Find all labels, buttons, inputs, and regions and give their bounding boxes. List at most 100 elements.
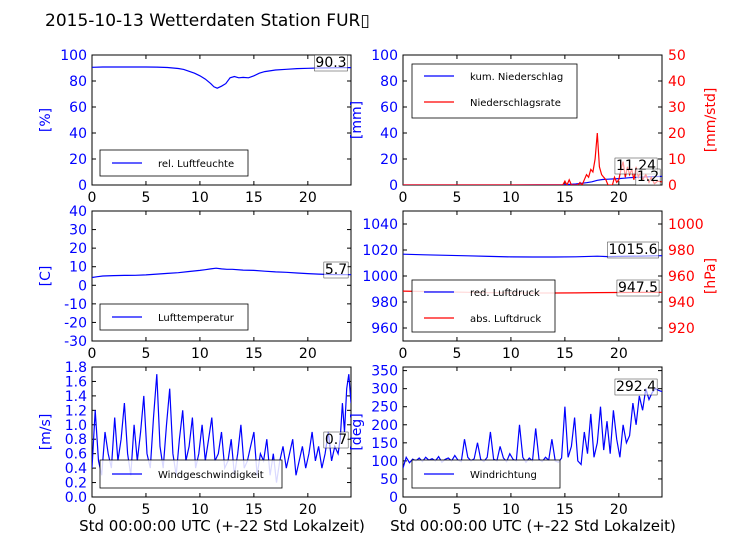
y-tick-label: 0 <box>78 178 87 194</box>
y-tick-label: 200 <box>371 418 398 434</box>
y-tick-label: 0 <box>78 278 87 294</box>
y-tick-label: 960 <box>371 321 398 337</box>
legend-label: Windrichtung <box>470 470 537 481</box>
x-tick-label: 15 <box>245 346 263 362</box>
x-tick-label: 0 <box>88 190 97 206</box>
y-tick-label: 20 <box>380 152 398 168</box>
series-line-rel-luftfeuchte <box>92 66 351 89</box>
value-annotation-box <box>607 241 659 259</box>
y2-axis-label: [hPa] <box>703 258 719 294</box>
value-annotation-box <box>314 54 348 72</box>
legend-label: Windgeschwindigkeit <box>158 470 264 481</box>
series-line-windrichtung <box>403 387 662 469</box>
value-annotation-box <box>614 378 658 396</box>
x-tick-label: 5 <box>452 190 461 206</box>
plot-frame <box>91 54 352 186</box>
y2-axis-label: [mm/std] <box>703 88 719 153</box>
value-annotation: 0.7 <box>325 432 347 448</box>
value-annotation: 292.4 <box>616 379 656 395</box>
x-tick-label: 0 <box>399 346 408 362</box>
y2-tick-label: 30 <box>668 100 686 116</box>
x-tick-label: 15 <box>556 502 574 518</box>
y2-tick-label: 10 <box>668 152 686 168</box>
legend-label: kum. Niederschlag <box>470 72 563 83</box>
panel-winddir: 0 5 10 15 20050100150200250300350[deg]Windri… <box>349 364 663 518</box>
panel-precip: 0 5 10 15 20 0 20 40 60 80 100 [mm] 0 10 20 30 40 50 [mm/s… <box>349 48 719 206</box>
x-tick-label: 10 <box>502 502 520 518</box>
y-tick-label: 300 <box>371 382 398 398</box>
x-tick-label: 10 <box>191 502 209 518</box>
plot-frame <box>91 366 352 498</box>
y-tick-label: 1000 <box>362 269 398 285</box>
plot-frame <box>91 210 352 342</box>
y-tick-label: 0.4 <box>65 461 87 477</box>
legend-box <box>411 279 556 333</box>
value-annotation-box <box>323 431 349 449</box>
x-tick-label: 20 <box>299 190 317 206</box>
x-tick-label: 0 <box>399 502 408 518</box>
x-tick-label: 5 <box>452 502 461 518</box>
x-axis-label-left: Std 00:00:00 UTC (+-22 Std Lokalzeit) <box>79 517 365 535</box>
y-tick-label: -20 <box>64 315 87 331</box>
value-annotation: 90.3 <box>315 55 346 71</box>
value-annotation-box <box>616 279 660 297</box>
y2-tick-label: 940 <box>668 295 695 311</box>
y2-tick-label: 980 <box>668 243 695 259</box>
x-tick-label: 10 <box>191 346 209 362</box>
value-annotation-box <box>323 261 349 279</box>
x-tick-label: 10 <box>502 346 520 362</box>
y-tick-label: 1040 <box>362 217 398 233</box>
x-tick-label: 0 <box>399 190 408 206</box>
x-tick-label: 5 <box>141 502 150 518</box>
y-tick-label: 20 <box>69 241 87 257</box>
y-tick-label: 40 <box>69 126 87 142</box>
panel-windspeed: 0 5 10 15 20 0.00.20.40.60.81.01.21.41.61.8 [m… <box>38 360 352 518</box>
series-line-kum-niederschlag <box>403 175 662 185</box>
y2-tick-label: 0 <box>668 178 677 194</box>
legend-label: Niederschlagsrate <box>470 98 561 109</box>
x-tick-label: 10 <box>502 190 520 206</box>
x-tick-label: 5 <box>141 346 150 362</box>
y-tick-label: -10 <box>64 297 87 313</box>
y-tick-label: 10 <box>69 260 87 276</box>
y2-tick-label: 40 <box>668 74 686 90</box>
y-tick-label: 60 <box>69 100 87 116</box>
y-axis-label: [m/s] <box>38 414 54 451</box>
y-tick-label: 0.2 <box>65 476 87 492</box>
y2-tick-label: 920 <box>668 321 695 337</box>
y-tick-label: 60 <box>380 100 398 116</box>
x-tick-label: 15 <box>556 346 574 362</box>
y2-tick-label: 960 <box>668 269 695 285</box>
panel-humidity: 0 5 10 15 20 0 20 40 60 80 100 [%] rel. Luftfeuchte 9… <box>38 48 352 206</box>
panel-temperature: 0 5 10 15 20 -30 -20 -10 0 10 20 30 40 [C] Lufttempera… <box>38 204 352 362</box>
y-tick-label: 20 <box>69 152 87 168</box>
y-tick-label: 1.8 <box>65 360 87 376</box>
y2-tick-label: 20 <box>668 126 686 142</box>
legend-label: rel. Luftfeuchte <box>158 159 234 170</box>
y-tick-label: 100 <box>60 48 87 64</box>
legend-label: Lufttemperatur <box>158 313 235 324</box>
x-tick-label: 20 <box>299 346 317 362</box>
y-tick-label: 1.0 <box>65 418 87 434</box>
value-annotation: 1015.6 <box>609 242 658 258</box>
y-tick-label: 1.6 <box>65 374 87 390</box>
y-tick-label: 1020 <box>362 243 398 259</box>
y-tick-label: -30 <box>64 334 87 350</box>
y-tick-label: 0.6 <box>65 447 87 463</box>
value-annotation-box <box>635 168 661 186</box>
y-axis-label: [deg] <box>349 413 365 450</box>
plot-frame <box>402 366 663 498</box>
x-tick-label: 0 <box>88 346 97 362</box>
y-tick-label: 0 <box>389 178 398 194</box>
x-axis-label-right: Std 00:00:00 UTC (+-22 Std Lokalzeit) <box>390 517 676 535</box>
x-tick-label: 20 <box>610 502 628 518</box>
x-tick-label: 5 <box>141 190 150 206</box>
y-tick-label: 100 <box>371 454 398 470</box>
y-tick-label: 150 <box>371 436 398 452</box>
x-tick-label: 5 <box>452 346 461 362</box>
x-tick-label: 20 <box>610 190 628 206</box>
y-tick-label: 250 <box>371 400 398 416</box>
x-tick-label: 15 <box>245 190 263 206</box>
y-tick-label: 80 <box>380 74 398 90</box>
